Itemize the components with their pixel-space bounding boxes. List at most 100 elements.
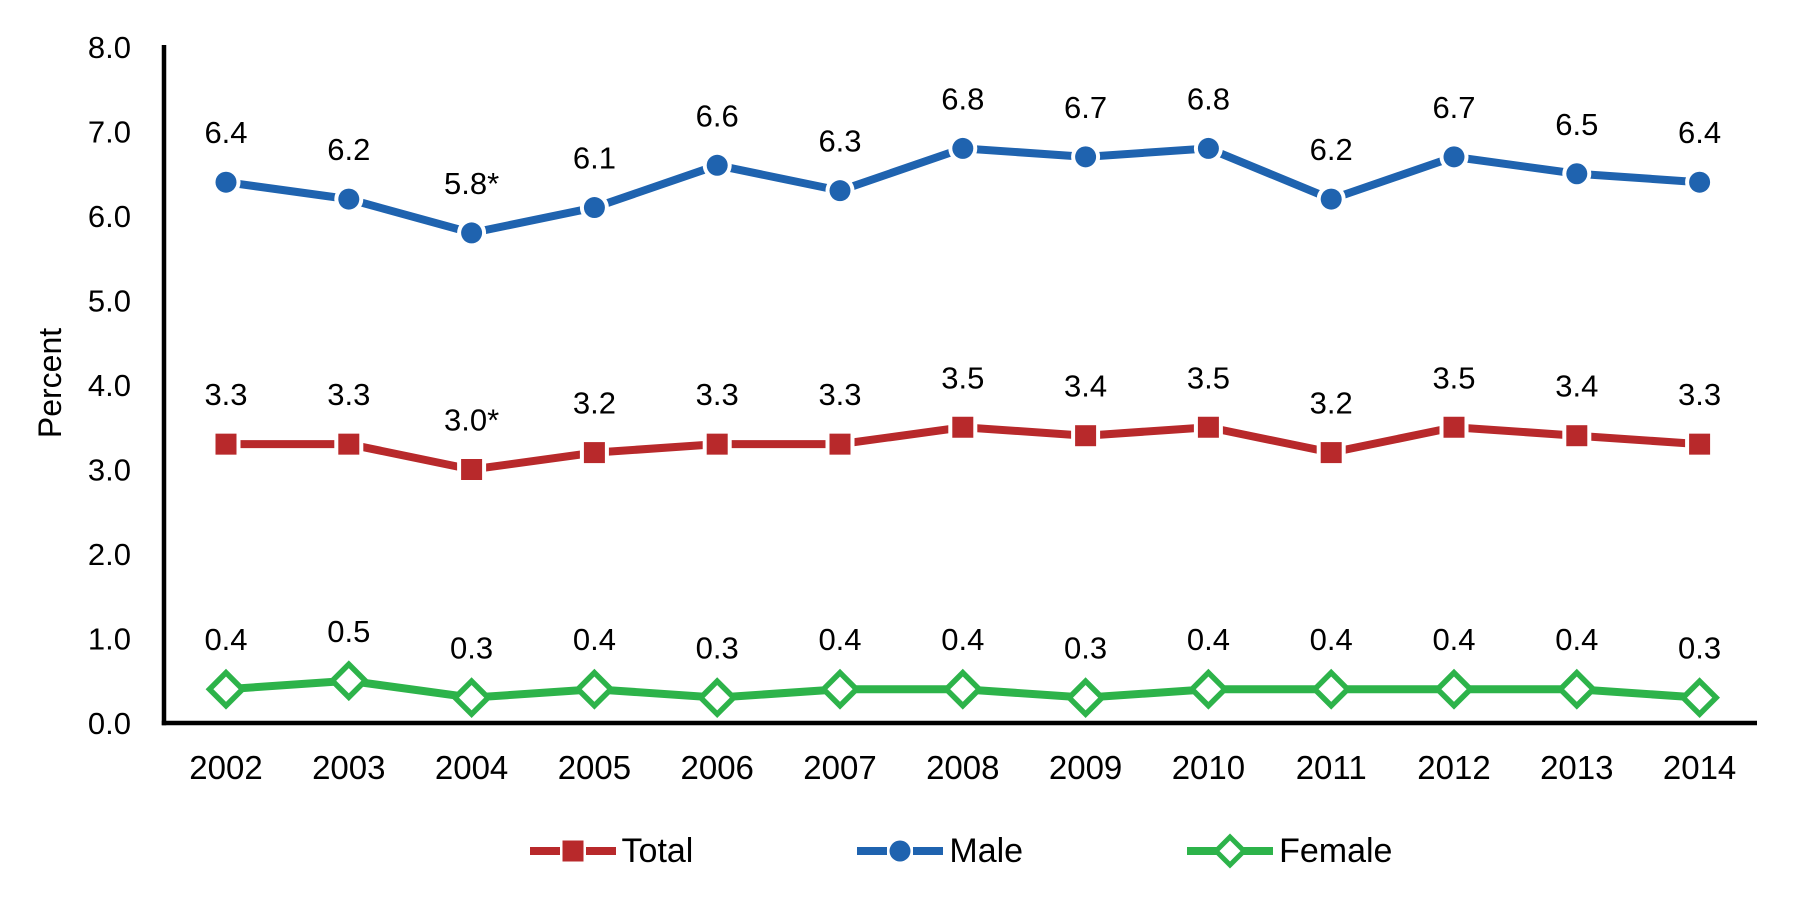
male-point-marker bbox=[1197, 137, 1219, 159]
total-point-label: 3.4 bbox=[1064, 369, 1107, 404]
chart-legend: Total Male Female bbox=[164, 832, 1757, 870]
total-point-label: 3.5 bbox=[941, 360, 984, 395]
male-point-marker bbox=[1320, 188, 1342, 210]
female-point-marker bbox=[1065, 677, 1106, 719]
female-point-marker bbox=[328, 660, 370, 702]
y-tick-label: 7.0 bbox=[88, 115, 131, 150]
y-tick-label: 4.0 bbox=[88, 368, 131, 403]
y-tick-label: 0.0 bbox=[88, 706, 131, 741]
male-series-circle-marker-icon bbox=[857, 840, 944, 862]
total-point-marker bbox=[1075, 425, 1097, 447]
total-point-label: 3.3 bbox=[696, 377, 739, 412]
legend-label-total: Total bbox=[621, 832, 694, 870]
male-point-label: 6.5 bbox=[1555, 107, 1598, 142]
male-point-marker bbox=[952, 137, 974, 159]
male-point-label: 6.6 bbox=[696, 98, 739, 133]
y-tick-label: 5.0 bbox=[88, 284, 131, 319]
total-point-label: 3.4 bbox=[1555, 369, 1598, 404]
female-point-label: 0.5 bbox=[327, 614, 370, 649]
female-point-label: 0.4 bbox=[1432, 622, 1475, 657]
total-point-marker bbox=[706, 433, 728, 455]
total-point-marker bbox=[1566, 425, 1588, 447]
female-point-label: 0.3 bbox=[1678, 631, 1721, 666]
total-series-square-marker-icon bbox=[529, 840, 616, 862]
y-tick-label: 2.0 bbox=[88, 537, 131, 572]
y-tick-label: 3.0 bbox=[88, 453, 131, 488]
male-point-label: 6.7 bbox=[1064, 90, 1107, 125]
total-point-marker bbox=[215, 433, 237, 455]
x-tick-label: 2013 bbox=[1540, 749, 1613, 786]
female-point-marker bbox=[819, 668, 861, 710]
male-point-label: 6.4 bbox=[1678, 115, 1721, 150]
y-tick-label: 8.0 bbox=[88, 30, 131, 65]
x-tick-label: 2009 bbox=[1049, 749, 1122, 786]
total-point-label: 3.2 bbox=[1310, 386, 1353, 421]
legend-label-male: Male bbox=[949, 832, 1024, 870]
total-point-marker bbox=[583, 442, 605, 464]
female-point-label: 0.4 bbox=[818, 622, 861, 657]
male-point-label: 5.8* bbox=[444, 166, 499, 201]
male-point-label: 6.3 bbox=[818, 124, 861, 159]
total-point-marker bbox=[1320, 442, 1342, 464]
total-point-label: 3.3 bbox=[1678, 377, 1721, 412]
y-tick-label: 1.0 bbox=[88, 622, 131, 657]
total-point-label: 3.5 bbox=[1432, 360, 1475, 395]
total-point-marker bbox=[461, 459, 483, 480]
x-tick-label: 2005 bbox=[558, 749, 631, 786]
male-point-marker bbox=[829, 180, 851, 202]
female-point-marker bbox=[574, 668, 615, 710]
male-point-label: 6.2 bbox=[1310, 132, 1353, 167]
legend-item-female: Female bbox=[1186, 832, 1392, 870]
x-tick-label: 2007 bbox=[803, 749, 876, 786]
x-tick-label: 2003 bbox=[312, 749, 385, 786]
female-point-label: 0.4 bbox=[941, 622, 984, 657]
female-point-marker bbox=[1433, 668, 1475, 710]
y-tick-label: 6.0 bbox=[88, 199, 131, 234]
total-point-label: 3.3 bbox=[204, 377, 247, 412]
male-point-marker bbox=[1443, 146, 1465, 168]
total-point-marker bbox=[952, 416, 974, 438]
male-point-label: 6.2 bbox=[327, 132, 370, 167]
total-point-marker bbox=[1689, 433, 1711, 455]
female-point-marker bbox=[1310, 668, 1352, 710]
female-point-marker bbox=[696, 677, 738, 719]
female-point-label: 0.3 bbox=[450, 631, 493, 666]
male-point-label: 6.7 bbox=[1432, 90, 1475, 125]
male-point-marker bbox=[1075, 146, 1097, 168]
male-point-marker bbox=[461, 222, 483, 244]
male-point-marker bbox=[1689, 171, 1711, 193]
male-point-marker bbox=[338, 188, 360, 210]
legend-item-male: Male bbox=[856, 832, 1023, 870]
female-point-marker bbox=[1556, 668, 1598, 710]
total-point-marker bbox=[829, 433, 851, 455]
female-series-diamond-marker-icon bbox=[1187, 833, 1274, 869]
female-point-label: 0.4 bbox=[204, 622, 247, 657]
female-point-label: 0.4 bbox=[1555, 622, 1598, 657]
female-point-label: 0.3 bbox=[1064, 631, 1107, 666]
male-point-label: 6.1 bbox=[573, 141, 616, 176]
total-point-label: 3.2 bbox=[573, 386, 616, 421]
x-tick-label: 2012 bbox=[1417, 749, 1490, 786]
male-point-marker bbox=[706, 154, 728, 176]
x-tick-label: 2010 bbox=[1172, 749, 1245, 786]
male-point-label: 6.8 bbox=[1187, 81, 1230, 116]
female-point-marker bbox=[205, 668, 247, 710]
female-point-marker bbox=[942, 668, 984, 710]
y-axis-title: Percent bbox=[32, 328, 68, 438]
x-tick-label: 2008 bbox=[926, 749, 999, 786]
total-point-marker bbox=[1197, 416, 1219, 438]
male-point-label: 6.8 bbox=[941, 81, 984, 116]
x-tick-label: 2004 bbox=[435, 749, 508, 786]
total-point-label: 3.5 bbox=[1187, 360, 1230, 395]
female-point-label: 0.4 bbox=[573, 622, 616, 657]
total-point-label: 3.3 bbox=[327, 377, 370, 412]
male-point-marker bbox=[583, 197, 605, 219]
x-tick-label: 2002 bbox=[189, 749, 262, 786]
female-point-marker bbox=[451, 677, 492, 719]
legend-item-total: Total bbox=[529, 832, 694, 870]
female-point-label: 0.3 bbox=[696, 631, 739, 666]
total-point-marker bbox=[338, 433, 360, 455]
total-point-marker bbox=[1443, 416, 1465, 438]
